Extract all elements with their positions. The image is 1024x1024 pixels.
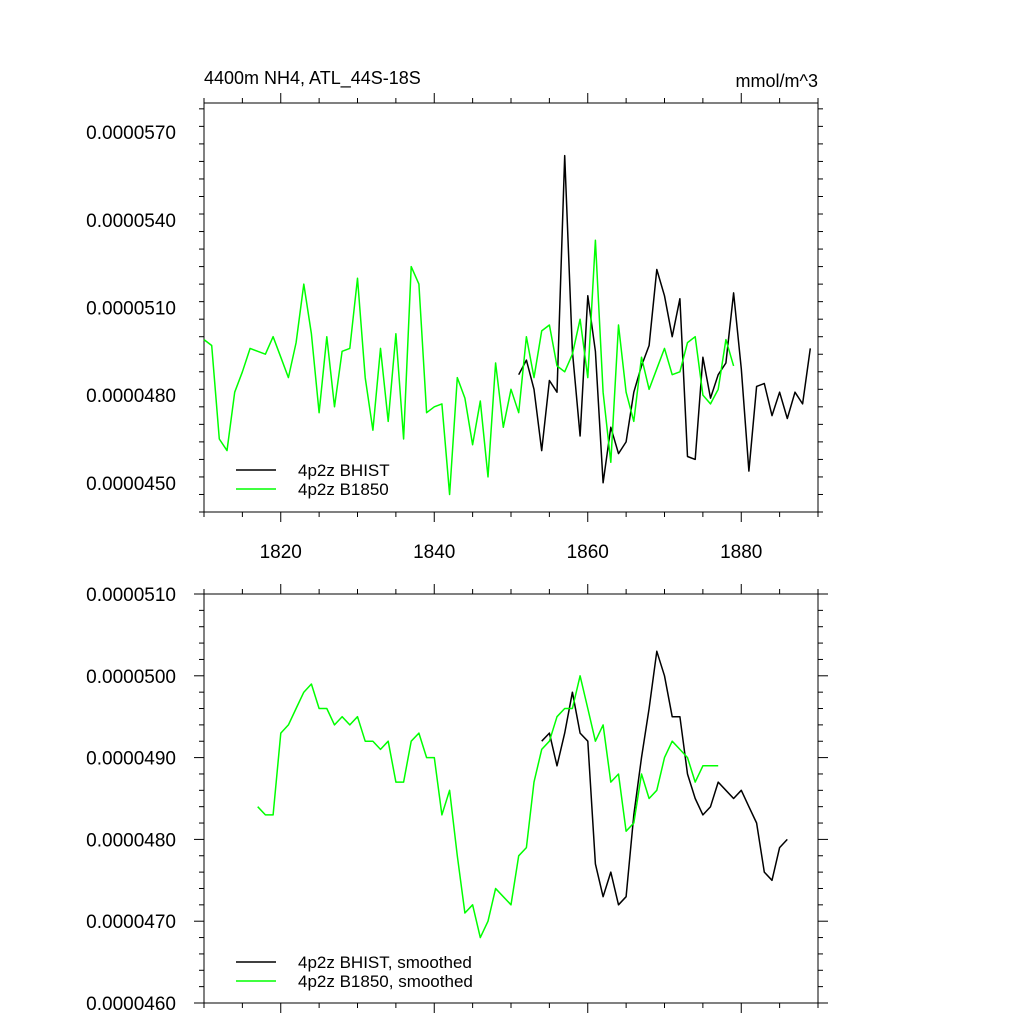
- bottom-y-tick-label: 0.0000490: [86, 749, 176, 770]
- top-y-tick-label: 0.0000540: [86, 211, 176, 232]
- bottom-legend-label: 4p2z BHIST, smoothed: [298, 953, 472, 972]
- bottom-plot-frame: [203, 593, 819, 1004]
- top-series-line-bhist: [518, 154, 812, 484]
- bottom-series-line-bhist: [541, 650, 788, 906]
- bottom-y-tick-label: 0.0000510: [86, 585, 176, 606]
- top-x-tick-label: 1860: [567, 542, 609, 563]
- bottom-series-line-b1850: [257, 675, 719, 939]
- bottom-y-tick-label: 0.0000460: [86, 994, 176, 1015]
- top-y-tick-label: 0.0000450: [86, 474, 176, 495]
- top-plot-frame: [203, 102, 819, 513]
- top-series-line-b1850: [203, 239, 735, 496]
- top-y-tick-label: 0.0000570: [86, 123, 176, 144]
- bottom-y-tick-label: 0.0000480: [86, 830, 176, 851]
- top-x-tick-label: 1820: [260, 542, 302, 563]
- top-legend-label: 4p2z BHIST: [298, 461, 390, 480]
- top-x-tick-label: 1880: [720, 542, 762, 563]
- bottom-y-tick-label: 0.0000500: [86, 667, 176, 688]
- bottom-legend-label: 4p2z B1850, smoothed: [298, 972, 473, 991]
- bottom-panel: 0.0000460 0.0000470 0.0000480 0.0000490 0.00…: [86, 584, 828, 1015]
- top-panel-units: mmol/m^3: [736, 71, 818, 91]
- top-x-tick-label: 1840: [413, 542, 455, 563]
- top-legend-label: 4p2z B1850: [298, 480, 389, 499]
- bottom-y-tick-label: 0.0000470: [86, 912, 176, 933]
- top-y-tick-label: 0.0000510: [86, 299, 176, 320]
- top-panel-title: 4400m NH4, ATL_44S-18S: [204, 68, 421, 89]
- top-panel: 4400m NH4, ATL_44S-18S mmol/m^3 1820 1840…: [86, 68, 823, 563]
- top-y-tick-label: 0.0000480: [86, 386, 176, 407]
